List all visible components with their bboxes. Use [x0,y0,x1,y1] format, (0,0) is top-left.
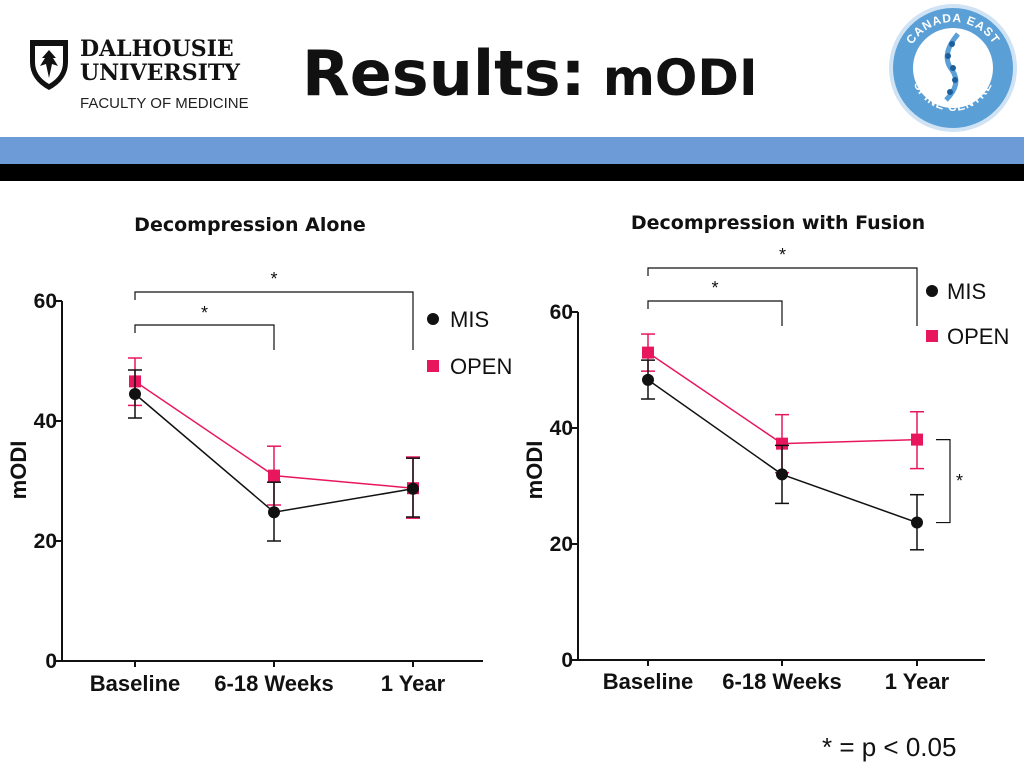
header-black-band [0,164,1024,181]
university-name-line1: DALHOUSIE [80,36,234,62]
right-significance-star: * [711,278,718,298]
dalhousie-shield-icon [30,40,68,90]
left-y-axis-label: mODI [6,441,31,500]
right-open-point [911,433,923,446]
chart-right: 0 20 40 60 Baseline 6-18 Weeks 1 Year mODI MIS OP… [522,245,1009,694]
right-mis-point [911,516,923,529]
right-y-tick-label: 20 [550,533,573,556]
left-open-point [268,469,280,482]
left-y-tick-label: 20 [34,530,57,553]
left-significance-star: * [201,303,208,323]
left-legend-open-marker [427,360,439,372]
right-x-tick-label: 6-18 Weeks [722,669,841,694]
right-y-tick-label: 40 [550,417,573,440]
dalhousie-logo: DALHOUSIE UNIVERSITY FACULTY OF MEDICINE [30,36,249,112]
right-open-point [776,437,788,450]
slide-title-bold: Results: [302,37,585,110]
left-x-tick-label: 6-18 Weeks [214,671,333,696]
left-y-tick-label: 40 [34,410,57,433]
left-x-tick-label: Baseline [90,671,181,696]
left-significance-star: * [270,269,277,289]
left-significance-bracket [134,324,275,350]
right-significance-star: * [779,245,786,265]
left-x-tick-label: 1 Year [381,671,446,696]
chart-left: 0 20 40 60 Baseline 6-18 Weeks 1 Year mODI MIS OP… [6,269,512,696]
left-mis-point [129,388,141,400]
significance-footnote: * = p < 0.05 [822,732,956,762]
right-mis-point [776,468,788,481]
right-between-series-bracket [936,439,951,524]
chart-right-title: Decompression with Fusion [631,212,925,234]
left-y-tick-label: 0 [45,650,57,673]
right-legend-mis-label: MIS [947,279,986,304]
left-legend-open-label: OPEN [450,354,512,379]
left-y-tick-label: 60 [34,290,57,313]
left-significance-bracket [134,291,414,350]
slide-title: Results: mODI [302,37,758,110]
faculty-label: FACULTY OF MEDICINE [80,95,249,112]
left-mis-point [268,506,280,519]
right-y-axis-label: mODI [522,441,547,500]
right-open-point [642,346,654,359]
left-legend-mis-marker [427,313,439,325]
right-mis-point [642,373,654,386]
right-x-tick-label: Baseline [603,669,694,694]
right-between-series-star: * [956,471,963,491]
left-legend-mis-label: MIS [450,307,489,332]
right-y-tick-label: 60 [550,301,573,324]
right-legend-mis-marker [926,285,938,297]
left-mis-point [407,482,419,495]
header-blue-band [0,137,1024,164]
chart-left-title: Decompression Alone [134,214,366,236]
university-name-line2: UNIVERSITY [80,60,240,86]
right-significance-bracket [647,267,918,326]
right-y-tick-label: 0 [561,649,573,672]
right-significance-bracket [647,300,783,326]
right-x-tick-label: 1 Year [885,669,950,694]
slide-title-rest: mODI [585,49,757,107]
right-legend-open-marker [926,330,938,342]
spine-centre-seal: CANADA EAST SPINE CENTRE [889,4,1017,132]
spine-icon [944,32,960,102]
right-legend-open-label: OPEN [947,324,1009,349]
